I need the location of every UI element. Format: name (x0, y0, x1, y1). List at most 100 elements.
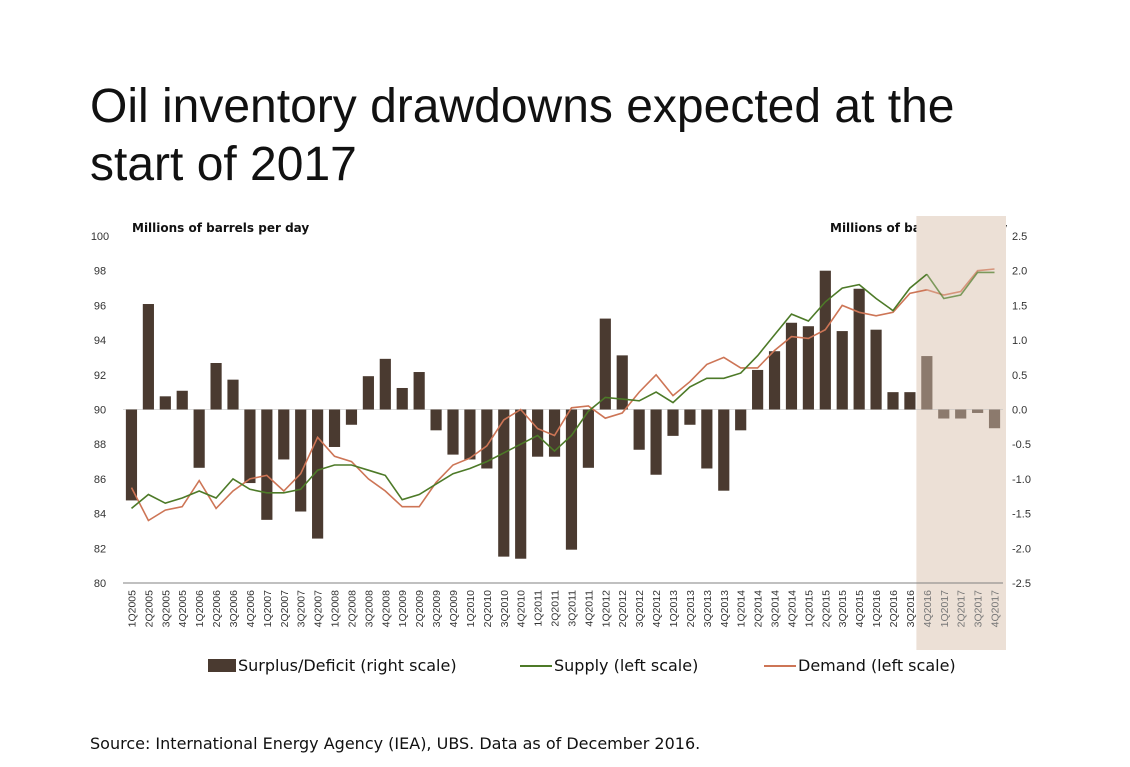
left-tick-label: 84 (94, 509, 106, 521)
x-tick-label: 4Q2005 (177, 590, 189, 628)
surplus-deficit-bar (515, 409, 527, 559)
x-tick-label: 3Q2010 (499, 590, 511, 628)
right-tick-label: 2.0 (1012, 266, 1027, 278)
surplus-deficit-bar (345, 409, 358, 425)
x-tick-label: 3Q2009 (431, 590, 443, 628)
surplus-deficit-bar (972, 409, 984, 413)
chart-plot: 100 98 96 94 92 90 88 86 84 82 80 2.5 2.0 1.5 1.0 0.5 0.… (91, 216, 1031, 650)
x-tick-label: 4Q2011 (583, 590, 595, 627)
surplus-deficit-bar (328, 409, 341, 447)
surplus-deficit-bar (244, 409, 256, 484)
left-tick-label: 86 (94, 474, 106, 486)
legend-label-demand: Demand (left scale) (798, 656, 956, 675)
x-tick-label: 1Q2006 (194, 590, 206, 628)
left-tick-label: 92 (94, 370, 106, 382)
surplus-deficit-bar (447, 409, 459, 455)
x-tick-label: 2Q2009 (414, 590, 426, 628)
surplus-deficit-bar (768, 351, 781, 410)
x-tick-label: 2Q2007 (279, 590, 291, 628)
x-tick-label: 4Q2010 (516, 590, 528, 628)
left-tick-label: 98 (94, 266, 106, 278)
surplus-deficit-bar (210, 363, 222, 410)
surplus-deficit-bar (396, 387, 408, 410)
x-tick-label: 3Q2014 (770, 590, 782, 628)
right-tick-label: -2.5 (1012, 578, 1031, 590)
surplus-deficit-bar (633, 409, 645, 450)
x-tick-label: 1Q2017 (939, 590, 951, 628)
x-tick-label: 4Q2017 (990, 590, 1002, 628)
x-tick-label: 1Q2007 (262, 590, 274, 628)
x-tick-label: 4Q2007 (313, 590, 325, 628)
surplus-deficit-bar (684, 409, 696, 425)
right-tick-label: 0.5 (1012, 370, 1027, 382)
surplus-deficit-bar (379, 358, 391, 410)
left-tick-label: 80 (94, 578, 106, 590)
supply-line (130, 273, 928, 510)
right-tick-label: 0.0 (1012, 405, 1027, 417)
x-tick-label: 1Q2010 (465, 590, 477, 628)
x-tick-label: 3Q2015 (837, 590, 849, 628)
x-tick-label: 4Q2014 (786, 590, 798, 628)
x-tick-label: 2Q2014 (753, 590, 765, 628)
surplus-deficit-bar (599, 318, 611, 410)
x-tick-label: 3Q2008 (363, 590, 375, 628)
surplus-deficit-bar (548, 409, 561, 457)
x-tick-label: 2Q2016 (888, 590, 900, 628)
x-tick-label: 2Q2008 (346, 590, 358, 628)
x-tick-label: 3Q2013 (702, 590, 714, 628)
surplus-deficit-bar (582, 409, 594, 468)
x-tick-label: 2Q2011 (550, 590, 562, 627)
surplus-deficit-bar (921, 356, 933, 410)
demand-line (130, 289, 927, 522)
right-tick-label: -1.0 (1012, 474, 1031, 486)
legend-demand-line-swatch (764, 664, 796, 667)
legend-item-surplus-deficit: Surplus/Deficit (right scale) (208, 656, 457, 675)
x-tick-label: 3Q2011 (566, 590, 578, 627)
x-tick-label: 4Q2013 (719, 590, 731, 628)
legend-bar-swatch (208, 659, 236, 672)
surplus-deficit-bar (532, 409, 544, 457)
surplus-deficit-bar (430, 409, 442, 431)
left-tick-label: 94 (94, 335, 106, 347)
surplus-deficit-bar (853, 288, 865, 410)
forecast-shade (916, 216, 1006, 650)
right-tick-label: -0.5 (1012, 439, 1031, 451)
x-tick-label: 4Q2008 (380, 590, 392, 628)
x-tick-label: 1Q2011 (533, 590, 545, 627)
surplus-deficit-bar (616, 355, 628, 410)
surplus-deficit-bar (176, 390, 188, 410)
surplus-deficit-bar (802, 326, 814, 410)
x-tick-label: 2Q2010 (482, 590, 494, 628)
surplus-deficit-bar (565, 409, 578, 550)
surplus-deficit-bar (295, 409, 307, 512)
left-axis-unit-label: Millions of barrels per day (132, 221, 310, 235)
surplus-deficit-bar (667, 409, 679, 436)
surplus-deficit-bar (988, 409, 1001, 429)
right-tick-label: 1.5 (1012, 300, 1027, 312)
legend-item-demand: Demand (left scale) (764, 656, 956, 675)
demand-forecast-line (926, 268, 995, 296)
right-tick-label: 1.0 (1012, 335, 1027, 347)
surplus-deficit-bar (312, 409, 324, 539)
x-tick-label: 4Q2012 (651, 590, 663, 628)
legend-label-supply: Supply (left scale) (554, 656, 699, 675)
surplus-deficit-bar (785, 322, 798, 410)
surplus-deficit-bar (718, 409, 730, 491)
surplus-deficit-bar (142, 304, 154, 410)
x-tick-label: 1Q2005 (126, 590, 138, 628)
x-tick-label: 1Q2012 (600, 590, 612, 628)
x-tick-label: 1Q2015 (803, 590, 815, 628)
surplus-deficit-bar (870, 329, 882, 410)
x-tick-label: 1Q2013 (668, 590, 680, 628)
surplus-deficit-bar (481, 409, 493, 469)
surplus-deficit-bar (193, 409, 205, 468)
x-tick-label: 1Q2014 (736, 590, 748, 628)
surplus-deficit-bar (904, 392, 916, 410)
surplus-deficit-bar (278, 409, 290, 460)
right-tick-label: -2.0 (1012, 543, 1031, 555)
surplus-deficit-bar (159, 396, 171, 410)
legend-supply-line-swatch (520, 664, 552, 667)
source-note: Source: International Energy Agency (IEA… (90, 734, 701, 753)
right-tick-label: -1.5 (1012, 509, 1031, 521)
x-tick-label: 3Q2006 (228, 590, 240, 628)
